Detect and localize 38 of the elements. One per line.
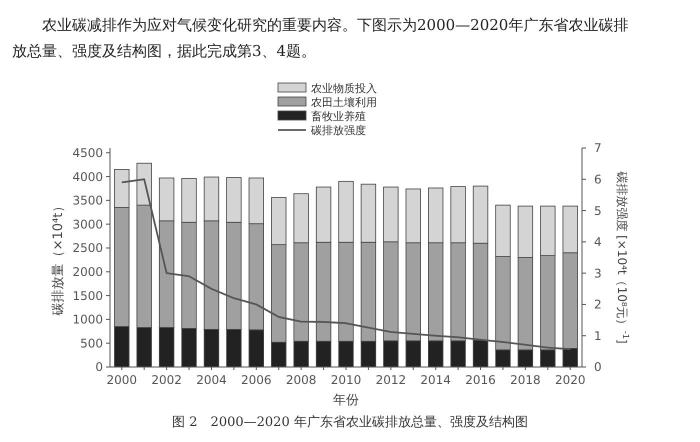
legend-label: 农田土壤利用 bbox=[311, 96, 377, 109]
legend-label: 农业物质投入 bbox=[311, 82, 377, 95]
legend-label: 碳排放强度 bbox=[310, 124, 366, 137]
x-tick-label: 2004 bbox=[196, 373, 227, 387]
x-tick-label: 2000 bbox=[106, 373, 138, 387]
y-tick-label: 3000 bbox=[72, 217, 103, 232]
y-tick-label: 1500 bbox=[72, 288, 103, 303]
y2-tick-label: 2 bbox=[594, 298, 602, 312]
y-axis-title: 碳排放量（×10⁴t） bbox=[51, 200, 66, 316]
y-tick-label: 0 bbox=[95, 360, 103, 374]
y2-tick-label: 4 bbox=[594, 235, 602, 250]
x-tick-label: 2010 bbox=[330, 373, 362, 387]
x-tick-label: 2020 bbox=[554, 373, 586, 387]
y-tick-label: 500 bbox=[80, 336, 103, 350]
y2-tick-label: 7 bbox=[594, 141, 602, 156]
text: 农业碳减排作为应对气候变化研究的重要内容。下图示为2000—2020年广东省农业碳排放总量、强度及结构图，据此完成第3、4题。 bbox=[12, 16, 628, 60]
y-tick-label: 2500 bbox=[72, 241, 103, 256]
x-tick-label: 2018 bbox=[510, 373, 541, 387]
x-axis-title: 年份 bbox=[333, 393, 359, 408]
caption: 图 2 2000—2020 年广东省农业碳排放总量、强度及结构图 bbox=[172, 414, 528, 430]
y-tick-label: 2000 bbox=[72, 264, 103, 279]
y2-tick-label: 5 bbox=[594, 204, 602, 218]
y-tick-label: 1000 bbox=[72, 312, 103, 327]
x-tick-label: 2012 bbox=[376, 373, 406, 387]
x-tick-label: 2014 bbox=[420, 373, 451, 387]
y-tick-label: 4500 bbox=[72, 146, 103, 160]
y2-tick-label: 1 bbox=[594, 328, 602, 343]
legend-label: 畜牧业养殖 bbox=[311, 110, 366, 123]
y2-tick-label: 0 bbox=[594, 360, 602, 374]
x-tick-label: 2008 bbox=[286, 373, 316, 387]
x-tick-label: 2016 bbox=[465, 373, 496, 387]
x-tick-label: 2006 bbox=[241, 373, 272, 387]
y-tick-label: 4000 bbox=[72, 170, 103, 184]
x-tick-label: 2002 bbox=[151, 373, 182, 387]
y2-tick-label: 6 bbox=[594, 172, 602, 186]
line-series bbox=[120, 178, 572, 350]
y2-tick-label: 3 bbox=[594, 266, 602, 280]
y-tick-label: 3500 bbox=[72, 194, 103, 208]
